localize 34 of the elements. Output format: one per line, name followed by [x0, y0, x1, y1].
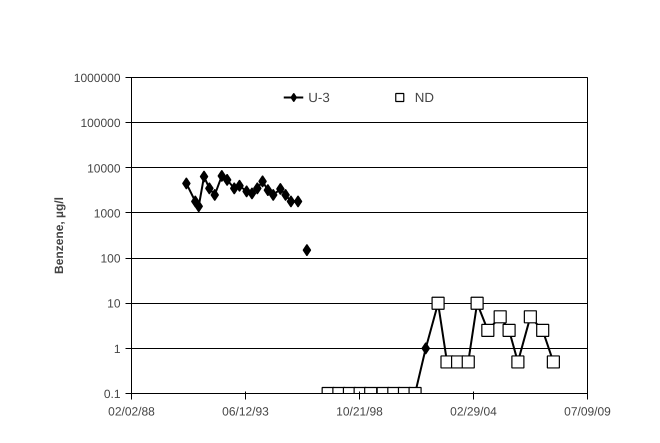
point — [524, 310, 537, 324]
point — [546, 355, 560, 369]
point — [536, 324, 550, 337]
point — [431, 296, 445, 310]
point — [481, 324, 494, 337]
point — [258, 175, 267, 188]
point — [205, 182, 214, 194]
y-tick-label: 100000 — [80, 116, 121, 130]
point — [302, 244, 312, 256]
point — [421, 342, 430, 354]
x-tick-label: 06/12/93 — [222, 404, 270, 418]
x-tick-label: 02/29/04 — [450, 404, 498, 418]
legend-label: ND — [414, 90, 435, 104]
legend-label: U-3 — [308, 90, 330, 104]
point — [264, 184, 272, 196]
y-tick-label: 1 — [114, 342, 121, 356]
x-tick-label: 10/21/98 — [336, 404, 384, 418]
y-tick-label: 100 — [100, 252, 121, 266]
y-axis-title: Benzene, µg/l — [52, 197, 66, 274]
point — [502, 324, 516, 337]
point — [253, 182, 262, 194]
point — [494, 310, 507, 324]
point — [470, 296, 484, 310]
y-tick-label: 10000 — [87, 161, 121, 176]
y-tick-label: 10 — [107, 296, 121, 311]
point — [511, 355, 524, 369]
point — [210, 188, 220, 202]
y-tick-label: 1000000 — [74, 71, 121, 85]
point — [222, 174, 232, 186]
y-tick-label: 0.1 — [104, 387, 121, 401]
x-tick-label: 07/09/09 — [564, 404, 612, 418]
point — [235, 180, 244, 192]
x-tick-label: 02/02/88 — [108, 404, 156, 418]
y-tick-label: 1000 — [94, 206, 121, 220]
